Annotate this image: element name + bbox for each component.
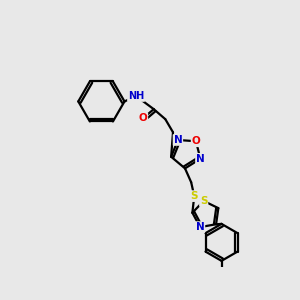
Text: N: N — [174, 135, 182, 145]
Text: S: S — [190, 191, 198, 201]
Text: N: N — [196, 154, 205, 164]
Text: O: O — [192, 136, 200, 146]
Text: NH: NH — [128, 91, 144, 101]
Text: N: N — [196, 222, 204, 232]
Text: S: S — [200, 196, 208, 206]
Text: O: O — [139, 113, 147, 123]
